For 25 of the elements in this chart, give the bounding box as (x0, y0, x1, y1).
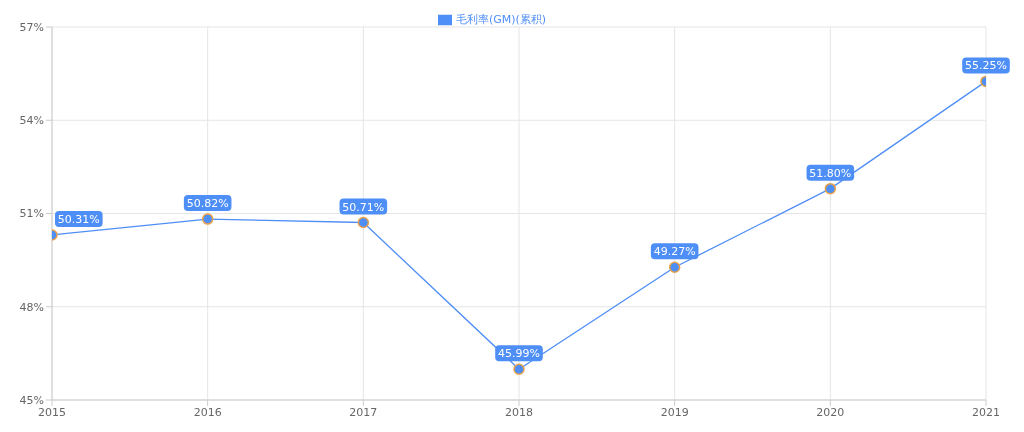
x-tick-label: 2017 (349, 405, 378, 419)
point (513, 363, 525, 375)
data-label: 50.71% (342, 200, 385, 214)
y-tick-label: 45% (19, 393, 44, 407)
data-label: 50.31% (57, 212, 100, 226)
y-tick-label: 48% (19, 300, 44, 314)
x-tick-label: 2020 (816, 405, 845, 419)
data-label: 50.82% (186, 197, 229, 211)
x-tick-label: 2018 (505, 405, 533, 419)
x-tick-label: 2016 (193, 405, 222, 419)
y-tick-label: 57% (19, 20, 44, 34)
data-label: 55.25% (965, 59, 1007, 73)
point (357, 216, 370, 229)
legend-label: 毛利率(GM)(累积) (455, 13, 547, 26)
data-label: 49.27% (653, 245, 696, 259)
y-tick-label: 51% (19, 207, 44, 221)
x-tick-label: 2019 (660, 405, 689, 419)
point (824, 182, 837, 195)
data-label: 51.80% (809, 166, 852, 180)
point (668, 261, 681, 274)
x-tick-label: 2015 (38, 405, 66, 419)
x-tick-label: 2021 (972, 405, 1000, 419)
point (201, 213, 214, 225)
y-tick-label: 54% (19, 114, 44, 128)
data-label: 45.99% (498, 347, 540, 361)
